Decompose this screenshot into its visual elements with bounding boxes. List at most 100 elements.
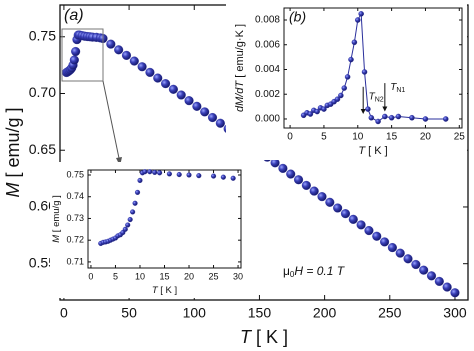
- data-point: [317, 192, 327, 202]
- x-tick-label: 50: [121, 305, 137, 321]
- x-tick-label: 100: [183, 305, 207, 321]
- data-point: [137, 177, 143, 183]
- data-point: [348, 214, 358, 224]
- data-point: [426, 271, 437, 281]
- data-point: [127, 216, 133, 223]
- data-point: [382, 113, 388, 120]
- data-point: [355, 17, 361, 23]
- x-axis-symbol: T: [358, 145, 366, 157]
- data-point: [152, 169, 158, 175]
- zoom-indicator: [61, 28, 122, 166]
- y-tick-label: 0.74: [66, 191, 84, 201]
- field-label: μ0H = 0.1 T: [283, 264, 346, 279]
- panel-label: (b): [289, 9, 306, 25]
- x-tick-label: 25: [209, 271, 219, 281]
- data-point: [114, 45, 124, 55]
- data-point: [157, 170, 163, 176]
- y-tick-label: 0.002: [255, 89, 280, 100]
- y-tick-label: 0.75: [66, 169, 84, 179]
- data-point: [380, 237, 390, 247]
- x-axis-label: T [ K ]: [358, 145, 387, 157]
- data-point: [132, 200, 138, 206]
- data-point: [409, 114, 415, 121]
- data-point: [338, 92, 344, 99]
- data-point: [153, 73, 163, 83]
- x-tick-label: 25: [454, 132, 466, 143]
- y-tick-label: 0.65: [29, 141, 56, 157]
- panel-label: (a): [64, 7, 84, 24]
- x-tick-label: 0: [287, 132, 293, 143]
- y-axis-symbol: dM/dT: [234, 80, 246, 112]
- data-point: [184, 96, 194, 106]
- data-point: [176, 172, 182, 178]
- x-tick-label: 5: [113, 271, 118, 281]
- data-point: [321, 106, 327, 112]
- y-axis-unit: [ emu/g·K ]: [234, 24, 246, 78]
- data-point: [210, 173, 217, 179]
- data-point: [340, 209, 351, 219]
- x-tick-label: 20: [420, 132, 432, 143]
- data-point: [69, 55, 79, 65]
- data-point: [358, 11, 364, 17]
- data-point: [301, 180, 311, 190]
- y-tick-label: 0.004: [255, 64, 280, 75]
- field-sub: 0: [290, 270, 295, 279]
- y-axis-label: dM/dT [ emu/g·K ]: [234, 24, 246, 112]
- x-tick-label: 200: [313, 305, 337, 321]
- data-point: [278, 163, 288, 173]
- data-point: [364, 226, 374, 236]
- x-axis-unit: [ K ]: [160, 285, 177, 296]
- transition-symbol: T: [390, 81, 397, 92]
- y-tick-label: 0.71: [66, 256, 84, 266]
- data-point: [142, 169, 148, 175]
- x-tick-label: 20: [184, 271, 194, 281]
- data-point: [419, 265, 429, 275]
- x-tick-label: 10: [135, 271, 145, 281]
- data-point: [186, 172, 192, 178]
- data-point: [442, 282, 452, 292]
- data-point: [130, 209, 136, 215]
- data-point: [361, 69, 368, 75]
- data-point: [129, 56, 139, 66]
- data-point: [286, 169, 296, 179]
- y-tick-label: 0.70: [29, 84, 56, 100]
- data-point: [443, 116, 449, 122]
- x-axis-label: T [ K ]: [240, 327, 288, 347]
- y-axis-unit: [ emu/g ]: [3, 107, 23, 177]
- data-point: [230, 175, 236, 181]
- y-tick-label: 0.006: [255, 39, 280, 50]
- x-axis-symbol: T: [240, 327, 253, 347]
- inset-background: [50, 162, 246, 298]
- y-tick-label: 0.008: [255, 15, 280, 26]
- y-tick-label: 0.73: [66, 213, 84, 223]
- y-axis-label: M [ emu/g ]: [51, 195, 62, 243]
- data-point: [71, 46, 81, 57]
- x-tick-label: 0: [88, 271, 93, 281]
- y-tick-label: 0.72: [66, 235, 84, 245]
- data-point: [176, 90, 186, 100]
- data-point: [293, 175, 304, 185]
- x-tick-label: 5: [321, 132, 327, 143]
- data-point: [307, 111, 314, 117]
- transition-arrow-head: [360, 109, 366, 115]
- zoom-box: [61, 28, 104, 82]
- data-point: [122, 226, 128, 232]
- data-point: [168, 84, 178, 94]
- data-point: [344, 74, 351, 80]
- plot-frame: [283, 7, 463, 129]
- data-point: [200, 107, 210, 117]
- transition-arrow-head: [382, 106, 388, 112]
- y-axis-symbol: M: [51, 235, 62, 243]
- data-point: [166, 171, 172, 177]
- y-tick-label: 0.55: [29, 254, 56, 270]
- y-axis-label: M [ emu/g ]: [3, 107, 23, 197]
- data-point: [365, 106, 371, 112]
- data-point: [348, 56, 354, 63]
- y-tick-label: 0.60: [29, 198, 56, 214]
- data-point: [395, 248, 405, 258]
- data-point: [137, 62, 147, 72]
- data-point: [341, 85, 347, 91]
- x-axis-label: T [ K ]: [152, 285, 177, 296]
- data-point: [325, 197, 335, 207]
- x-tick-label: 15: [386, 132, 398, 143]
